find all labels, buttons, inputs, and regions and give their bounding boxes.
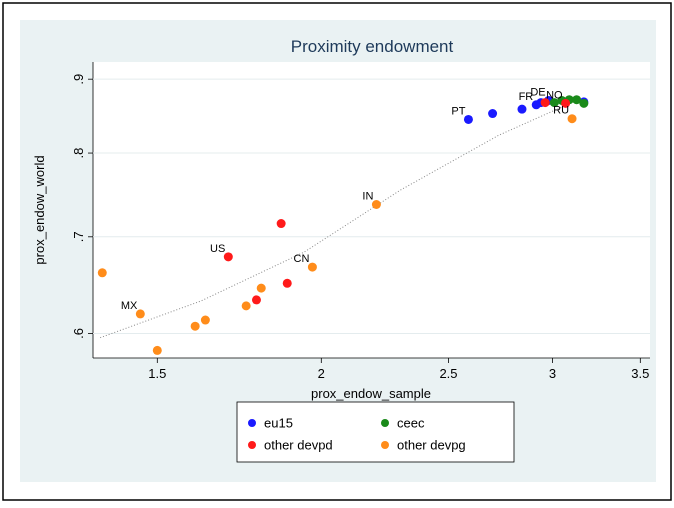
point — [282, 278, 292, 288]
point — [276, 219, 286, 229]
point-label: RU — [553, 105, 569, 117]
point — [251, 295, 261, 305]
y-tick-label: .9 — [71, 74, 86, 85]
point-label: FR — [519, 91, 534, 103]
point — [241, 301, 251, 311]
x-tick-label: 3.5 — [631, 366, 649, 381]
legend-label: other devpg — [397, 438, 466, 453]
legend-marker — [248, 441, 256, 449]
point-label: IN — [362, 190, 373, 202]
legend-label: eu15 — [264, 416, 293, 431]
point — [200, 315, 210, 325]
fit-line — [100, 99, 577, 339]
point — [540, 98, 550, 108]
chart-title: Proximity endowment — [291, 37, 454, 56]
plot-area — [93, 62, 650, 358]
x-tick-label: 3 — [549, 366, 556, 381]
y-tick-label: .8 — [71, 148, 86, 159]
y-tick-label: .6 — [71, 328, 86, 339]
y-axis-label: prox_endow_world — [32, 155, 47, 264]
legend-label: ceec — [397, 416, 425, 431]
point — [463, 114, 473, 124]
point — [152, 345, 162, 355]
legend-marker — [381, 419, 389, 427]
point-label: DE — [530, 86, 545, 98]
point — [488, 109, 498, 119]
x-tick-label: 2.5 — [439, 366, 457, 381]
point — [223, 252, 233, 262]
point — [579, 98, 589, 108]
point — [256, 283, 266, 293]
point — [561, 98, 571, 108]
x-tick-label: 1.5 — [148, 366, 166, 381]
point-label: NO — [546, 89, 563, 101]
point-label: PT — [451, 105, 465, 117]
point — [97, 268, 107, 278]
point-label: CN — [294, 253, 310, 265]
point — [135, 309, 145, 319]
x-tick-label: 2 — [318, 366, 325, 381]
point — [567, 114, 577, 124]
legend — [236, 401, 515, 463]
point — [572, 95, 582, 105]
legend-marker — [381, 441, 389, 449]
legend-marker — [248, 419, 256, 427]
point-label: MX — [121, 300, 138, 312]
point — [307, 262, 317, 272]
point — [190, 321, 200, 331]
point — [517, 104, 527, 114]
point — [371, 199, 381, 209]
y-tick-label: .7 — [71, 231, 86, 242]
point-label: US — [210, 243, 225, 255]
point — [549, 98, 559, 108]
legend-label: other devpd — [264, 438, 333, 453]
x-axis-label: prox_endow_sample — [311, 386, 431, 401]
